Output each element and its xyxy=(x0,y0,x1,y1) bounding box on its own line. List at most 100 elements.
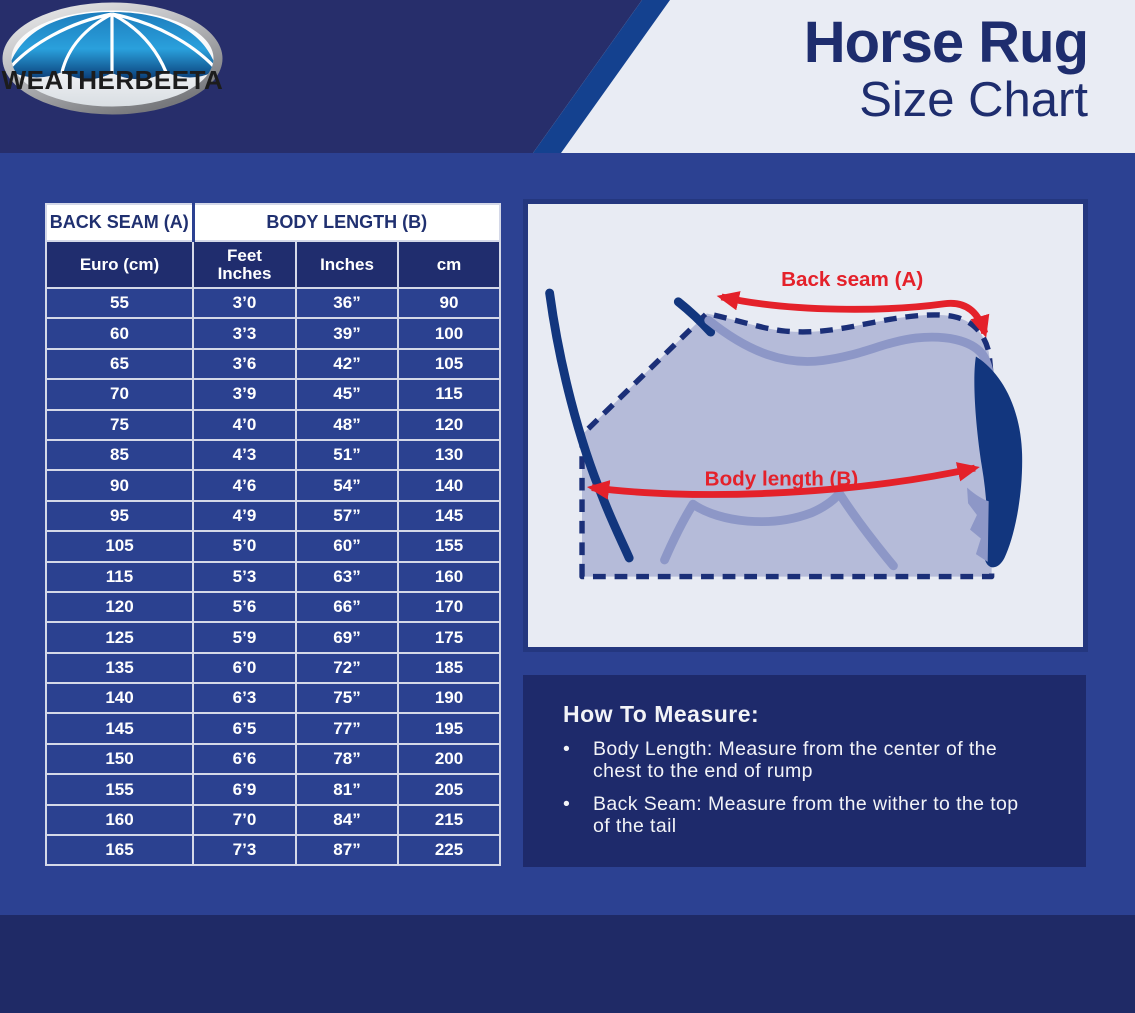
horse-rear-leg-line xyxy=(834,489,898,571)
back-seam-label: Back seam (A) xyxy=(781,268,923,291)
table-cell: 75” xyxy=(295,682,399,715)
bullet-icon: • xyxy=(563,738,571,760)
table-cell: 115 xyxy=(397,378,501,411)
table-row: 165 7’3 87” 225 xyxy=(45,834,501,867)
table-cell: 81” xyxy=(295,773,399,806)
table-cell: 84” xyxy=(295,803,399,837)
table-cell: 60 xyxy=(45,317,194,350)
table-cell: 105 xyxy=(397,347,501,381)
table-group-header: BACK SEAM (A) xyxy=(45,203,194,242)
table-cell: 51” xyxy=(295,438,399,472)
table-row: 60 3’3 39” 100 xyxy=(45,317,501,350)
table-column-header: Euro (cm) xyxy=(45,240,194,289)
table-cell: 200 xyxy=(397,742,501,776)
table-row: 115 5’3 63” 160 xyxy=(45,560,501,593)
table-cell: 5’6 xyxy=(192,590,297,624)
how-to-measure-item: • Back Seam: Measure from the wither to t… xyxy=(563,793,1025,838)
table-column-header: Inches xyxy=(295,240,399,289)
table-cell: 5’9 xyxy=(192,621,297,654)
table-cell: 205 xyxy=(397,773,501,806)
table-cell: 135 xyxy=(45,651,194,685)
table-cell: 6’5 xyxy=(192,712,297,745)
table-cell: 7’3 xyxy=(192,834,297,867)
table-row: 95 4’9 57” 145 xyxy=(45,499,501,533)
table-cell: 170 xyxy=(397,590,501,624)
table-cell: 90 xyxy=(397,286,501,320)
table-cell: 72” xyxy=(295,651,399,685)
table-cell: 145 xyxy=(397,499,501,533)
horse-back-line xyxy=(704,315,998,407)
bullet-icon: • xyxy=(563,792,571,815)
table-cell: 140 xyxy=(397,469,501,502)
table-cell: 140 xyxy=(45,682,194,715)
table-cell: 3’6 xyxy=(192,347,297,381)
table-row: 155 6’9 81” 205 xyxy=(45,773,501,806)
back-seam-arrow xyxy=(716,291,990,338)
table-subheader-row: Euro (cm) Feet Inches Inches cm xyxy=(45,240,501,289)
table-cell: 42” xyxy=(295,347,399,381)
table-cell: 190 xyxy=(397,682,501,715)
table-cell: 225 xyxy=(397,834,501,867)
table-cell: 48” xyxy=(295,408,399,441)
table-row: 160 7’0 84” 215 xyxy=(45,803,501,837)
table-row: 145 6’5 77” 195 xyxy=(45,712,501,745)
table-row: 85 4’3 51” 130 xyxy=(45,438,501,472)
horse-measurement-diagram: Back seam (A) Body length (B) xyxy=(523,199,1088,652)
table-cell: 55 xyxy=(45,286,194,320)
bullet-text: Body Length: Measure from the center of … xyxy=(593,738,998,783)
page-subtitle: Size Chart xyxy=(859,73,1088,127)
table-cell: 4’6 xyxy=(192,469,297,502)
table-row: 70 3’9 45” 115 xyxy=(45,378,501,411)
footer-strip xyxy=(0,915,1135,1013)
horse-tail-highlight xyxy=(967,487,989,562)
table-cell: 54” xyxy=(295,469,399,502)
rug-outline xyxy=(579,310,995,580)
table-cell: 90 xyxy=(45,469,194,502)
table-row: 135 6’0 72” 185 xyxy=(45,651,501,685)
table-cell: 125 xyxy=(45,621,194,654)
table-cell: 77” xyxy=(295,712,399,745)
table-cell: 65 xyxy=(45,347,194,381)
horse-wither-line xyxy=(673,297,716,337)
table-group-header: BODY LENGTH (B) xyxy=(191,203,501,242)
table-row: 150 6’6 78” 200 xyxy=(45,742,501,776)
table-cell: 215 xyxy=(397,803,501,837)
size-table-head: BACK SEAM (A) BODY LENGTH (B) Euro (cm) Fe… xyxy=(45,203,501,289)
table-body: 55 3’0 36” 90 60 3’3 39” 100 65 3’6 42” 105 70 3’9 45”… xyxy=(45,286,501,867)
logo-wordmark: WEATHERBEETA xyxy=(2,65,224,95)
table-cell: 7’0 xyxy=(192,803,297,837)
table-cell: 120 xyxy=(45,590,194,624)
table-cell: 36” xyxy=(295,286,399,320)
table-cell: 115 xyxy=(45,560,194,593)
table-cell: 66” xyxy=(295,590,399,624)
table-cell: 160 xyxy=(45,803,194,837)
table-cell: 155 xyxy=(397,530,501,563)
horse-tail xyxy=(974,356,1023,568)
table-row: 120 5’6 66” 170 xyxy=(45,590,501,624)
table-cell: 4’3 xyxy=(192,438,297,472)
table-cell: 95 xyxy=(45,499,194,533)
table-cell: 60” xyxy=(295,530,399,563)
page-title: Horse Rug xyxy=(803,10,1089,75)
size-table: BACK SEAM (A) BODY LENGTH (B) Euro (cm) Fe… xyxy=(45,203,501,867)
table-cell: 3’0 xyxy=(192,286,297,320)
table-cell: 6’3 xyxy=(192,682,297,715)
horse-front-leg-line xyxy=(660,499,698,565)
table-cell: 185 xyxy=(397,651,501,685)
table-cell: 63” xyxy=(295,560,399,593)
table-cell: 70 xyxy=(45,378,194,411)
table-cell: 75 xyxy=(45,408,194,441)
table-row: 90 4’6 54” 140 xyxy=(45,469,501,502)
table-row: 105 5’0 60” 155 xyxy=(45,530,501,563)
table-cell: 5’3 xyxy=(192,560,297,593)
weatherbeeta-logo: WEATHERBEETA xyxy=(2,2,224,115)
table-cell: 175 xyxy=(397,621,501,654)
header-diagonal-stripe xyxy=(533,0,670,153)
how-to-measure-title: How To Measure: xyxy=(563,701,760,727)
table-cell: 6’0 xyxy=(192,651,297,685)
table-cell: 6’9 xyxy=(192,773,297,806)
how-to-measure-list: • Body Length: Measure from the center of… xyxy=(563,738,1025,838)
umbrella-ribs xyxy=(11,12,214,73)
table-cell: 145 xyxy=(45,712,194,745)
